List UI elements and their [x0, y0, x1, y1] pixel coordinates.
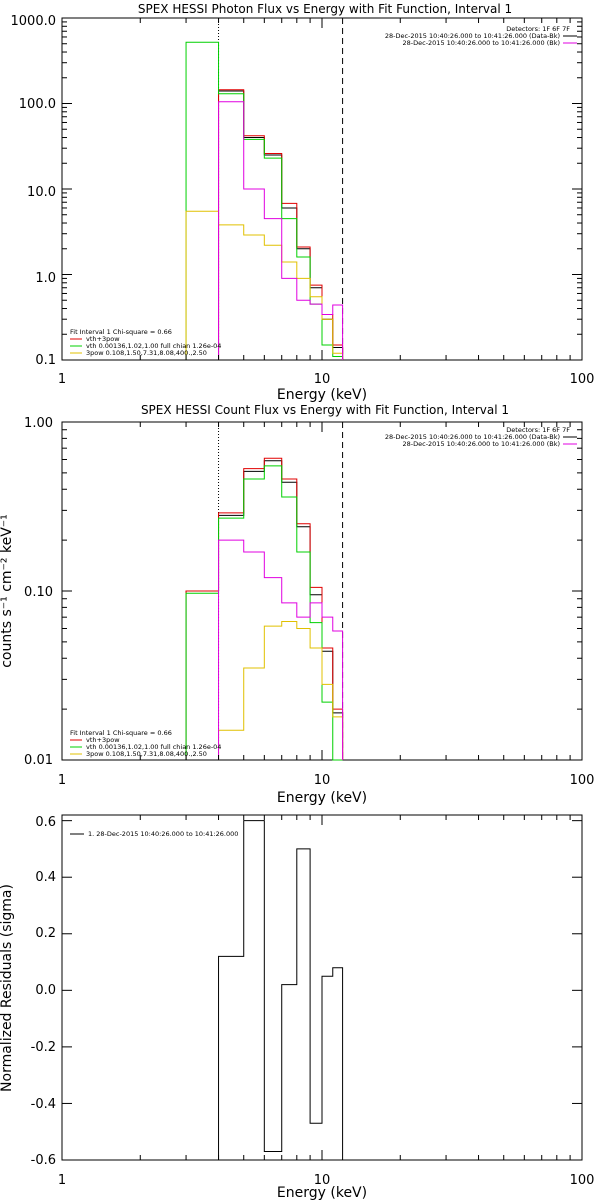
photon-flux-panel: SPEX HESSI Photon Flux vs Energy with Fi… [11, 2, 595, 403]
series-step-line [218, 101, 344, 360]
count-flux-x-axis-label: Energy (keV) [277, 790, 367, 806]
series-step-line [218, 621, 344, 760]
photon-flux-x-tick-labels: 1 10 100 [58, 372, 595, 387]
series-step-line [218, 539, 344, 760]
residuals-y-tick-labels: -0.6 -0.4 -0.2 0.0 0.2 0.4 0.6 [31, 815, 56, 1168]
y-tick-label: 10.0 [27, 185, 56, 200]
x-tick-label: 1 [58, 1173, 66, 1188]
legend-entry: 3pow 0.108,1.50,7.31,8.08,400.,2.50 [86, 349, 207, 357]
legend-header: Fit Interval 1 Chi-square = 0.66 [70, 729, 172, 737]
x-tick-label: 1 [58, 372, 66, 387]
count-flux-y-tick-labels: 0.01 0.10 1.00 [24, 416, 53, 768]
legend-entry: vth 0.00136,1.02,1.00 full chian 1.26e-0… [86, 743, 221, 751]
y-tick-label: 0.1 [35, 353, 56, 368]
y-tick-label: -0.4 [31, 1097, 56, 1112]
legend-entry: 3pow 0.108,1.50,7.31,8.08,400.,2.50 [86, 750, 207, 758]
y-tick-label: 0.6 [35, 815, 56, 830]
count-flux-legend-detectors: Detectors: 1F 6F 7F 28-Dec-2015 10:40:26… [385, 426, 577, 448]
photon-flux-y-tick-labels: 0.1 1.0 10.0 100.0 1000.0 [11, 14, 57, 368]
legend-entry: 28-Dec-2015 10:40:26.000 to 10:41:26.000… [385, 32, 560, 40]
legend-entry: 28-Dec-2015 10:40:26.000 to 10:41:26.000… [385, 433, 560, 441]
legend-entry: 28-Dec-2015 10:40:26.000 to 10:41:26.000… [403, 39, 561, 47]
count-flux-title: SPEX HESSI Count Flux vs Energy with Fit… [141, 403, 509, 417]
y-tick-label: 0.0 [35, 983, 56, 998]
x-tick-label: 1 [58, 773, 66, 788]
x-tick-label: 10 [314, 773, 331, 788]
legend-entry: vth+3pow [86, 335, 120, 343]
series-step-line [218, 820, 344, 1160]
series-step-line [185, 460, 344, 760]
residuals-x-tick-labels: 1 10 100 [58, 1173, 595, 1188]
legend-header: Detectors: 1F 6F 7F [506, 426, 570, 434]
y-tick-label: 0.4 [35, 870, 56, 885]
y-tick-label: 0.10 [24, 585, 53, 600]
legend-entry: 1. 28-Dec-2015 10:40:26.000 to 10:41:26.… [88, 830, 238, 838]
count-flux-panel: SPEX HESSI Count Flux vs Energy with Fit… [0, 403, 594, 806]
series-step-line [185, 457, 344, 760]
residuals-legend: 1. 28-Dec-2015 10:40:26.000 to 10:41:26.… [70, 830, 238, 838]
residuals-y-axis-label: Normalized Residuals (sigma) [0, 884, 15, 1092]
x-tick-label: 10 [314, 372, 331, 387]
residuals-panel: 1 10 100 -0.6 -0.4 -0.2 0.0 0.2 0.4 0.6 … [0, 814, 595, 1200]
x-tick-label: 100 [570, 773, 595, 788]
legend-header: Fit Interval 1 Chi-square = 0.66 [70, 328, 172, 336]
y-tick-label: 0.2 [35, 926, 56, 941]
legend-entry: vth+3pow [86, 736, 120, 744]
y-tick-label: 1.00 [24, 416, 53, 431]
photon-flux-x-axis-label: Energy (keV) [277, 387, 367, 403]
count-flux-x-tick-labels: 1 10 100 [58, 773, 595, 788]
x-tick-label: 100 [570, 1173, 595, 1188]
residuals-x-axis-label: Energy (keV) [277, 1185, 367, 1200]
x-tick-label: 10 [314, 1173, 331, 1188]
series-step-line [185, 465, 343, 761]
photon-flux-title: SPEX HESSI Photon Flux vs Energy with Fi… [138, 2, 512, 16]
y-tick-label: 100.0 [19, 97, 56, 112]
count-flux-y-axis-label: counts s⁻¹ cm⁻² keV⁻¹ [0, 514, 15, 668]
y-tick-label: 1.0 [35, 271, 56, 286]
y-tick-label: 1000.0 [11, 14, 57, 29]
series-step-line [185, 41, 344, 360]
x-tick-label: 100 [570, 372, 595, 387]
legend-entry: vth 0.00136,1.02,1.00 full chian 1.26e-0… [86, 342, 221, 350]
series-step-line [185, 210, 344, 360]
y-tick-label: 0.01 [24, 753, 53, 768]
y-tick-label: -0.6 [31, 1153, 56, 1168]
y-tick-label: -0.2 [31, 1040, 56, 1055]
legend-header: Detectors: 1F 6F 7F [506, 25, 570, 33]
photon-flux-legend-detectors: Detectors: 1F 6F 7F 28-Dec-2015 10:40:26… [385, 25, 577, 47]
legend-entry: 28-Dec-2015 10:40:26.000 to 10:41:26.000… [403, 440, 561, 448]
photon-flux-legend-fit: Fit Interval 1 Chi-square = 0.66 vth+3po… [70, 328, 221, 357]
count-flux-legend-fit: Fit Interval 1 Chi-square = 0.66 vth+3po… [70, 729, 221, 758]
